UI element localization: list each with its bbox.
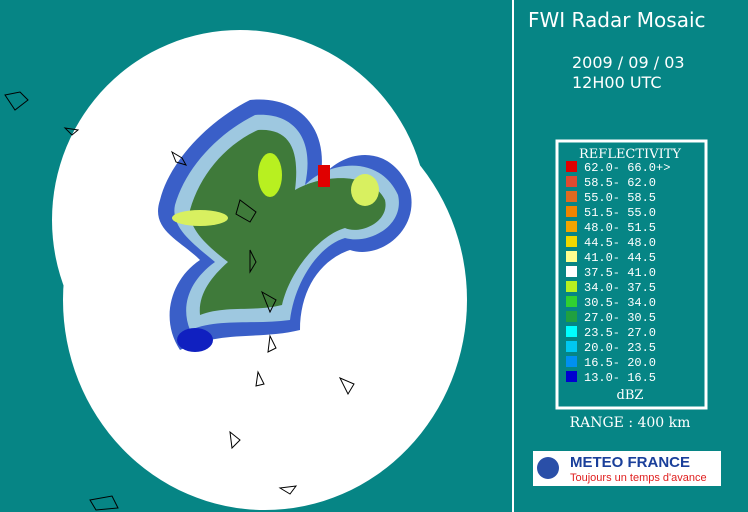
legend-title: REFLECTIVITY bbox=[579, 147, 681, 162]
legend-label: 13.0- 16.5 bbox=[584, 371, 656, 385]
coastlines bbox=[4, 91, 355, 511]
legend-swatch bbox=[566, 206, 577, 217]
legend-swatch bbox=[566, 191, 577, 202]
time: 12H00 UTC bbox=[572, 73, 662, 92]
legend-box bbox=[555, 139, 708, 410]
logo-box bbox=[533, 451, 721, 486]
legend-label: 30.5- 34.0 bbox=[584, 296, 656, 310]
legend-label: 23.5- 27.0 bbox=[584, 326, 656, 340]
legend-swatch bbox=[566, 251, 577, 262]
legend-swatch bbox=[566, 221, 577, 232]
echo-strong bbox=[172, 210, 228, 226]
range: RANGE : 400 km bbox=[570, 415, 691, 431]
legend-label: 37.5- 41.0 bbox=[584, 266, 656, 280]
logo-icon bbox=[537, 457, 559, 479]
legend-label: 44.5- 48.0 bbox=[584, 236, 656, 250]
echo-weak bbox=[177, 328, 213, 352]
legend-label: 41.0- 44.5 bbox=[584, 251, 656, 265]
legend-swatch bbox=[566, 176, 577, 187]
echo-strong bbox=[258, 153, 282, 197]
legend-swatch bbox=[566, 341, 577, 352]
echo-moderate bbox=[189, 129, 386, 315]
legend-label: 51.5- 55.0 bbox=[584, 206, 656, 220]
legend-label: 27.0- 30.5 bbox=[584, 311, 656, 325]
legend-label: 20.0- 23.5 bbox=[584, 341, 656, 355]
legend-swatch bbox=[566, 266, 577, 277]
legend-swatch bbox=[566, 311, 577, 322]
title: FWI Radar Mosaic bbox=[528, 8, 706, 32]
legend-label: 62.0- 66.0+> bbox=[584, 161, 670, 175]
echo-strong bbox=[351, 174, 379, 206]
legend-label: 34.0- 37.5 bbox=[584, 281, 656, 295]
logo-name: METEO FRANCE bbox=[570, 454, 690, 471]
radar-map bbox=[4, 30, 467, 511]
legend-label: 48.0- 51.5 bbox=[584, 221, 656, 235]
legend: 62.0- 66.0+>58.5- 62.055.0- 58.551.5- 55… bbox=[566, 161, 670, 385]
legend-swatch bbox=[566, 281, 577, 292]
legend-unit: dBZ bbox=[617, 388, 644, 403]
legend-swatch bbox=[566, 161, 577, 172]
legend-label: 55.0- 58.5 bbox=[584, 191, 656, 205]
legend-swatch bbox=[566, 356, 577, 367]
legend-swatch bbox=[566, 296, 577, 307]
logo-tagline: Toujours un temps d'avance bbox=[570, 472, 707, 484]
legend-label: 58.5- 62.0 bbox=[584, 176, 656, 190]
date: 2009 / 09 / 03 bbox=[572, 53, 685, 72]
legend-swatch bbox=[566, 371, 577, 382]
legend-swatch bbox=[566, 236, 577, 247]
echo-intense bbox=[318, 165, 330, 187]
legend-swatch bbox=[566, 326, 577, 337]
legend-label: 16.5- 20.0 bbox=[584, 356, 656, 370]
